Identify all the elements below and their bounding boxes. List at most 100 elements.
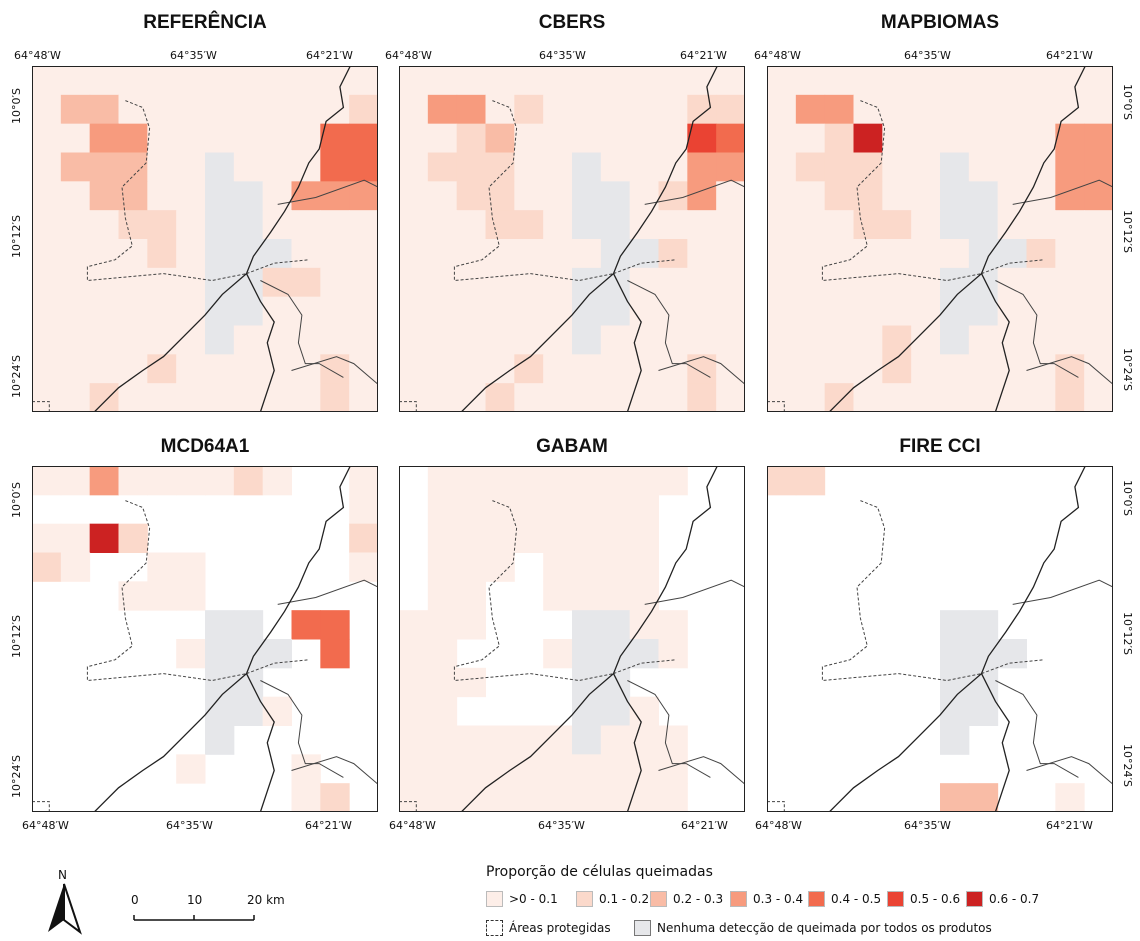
- burn-proportion-cell: [629, 267, 659, 298]
- burn-proportion-cell: [456, 725, 486, 755]
- burn-proportion-cell: [147, 296, 177, 326]
- burn-proportion-cell: [572, 466, 602, 496]
- burn-proportion-cell: [427, 181, 458, 211]
- burn-proportion-cell: [940, 123, 970, 153]
- no-detection-cell: [205, 696, 235, 726]
- burn-proportion-cell: [824, 239, 854, 269]
- protected-area-boundary: [627, 280, 711, 378]
- no-detection-cell: [233, 639, 264, 669]
- burn-proportion-cell: [1084, 210, 1113, 240]
- burn-proportion-cell: [1026, 239, 1056, 269]
- burn-proportion-cell: [795, 66, 826, 96]
- burn-proportion-cell: [320, 296, 350, 326]
- lat-tick-left: 10°0′S: [10, 88, 23, 124]
- burn-proportion-cell: [205, 123, 235, 153]
- burn-proportion-cell: [427, 523, 458, 553]
- burn-proportion-cell: [940, 354, 970, 384]
- burn-proportion-cell: [658, 94, 688, 125]
- no-detection-cell: [572, 296, 602, 326]
- lon-tick-top: 64°35′W: [170, 49, 217, 62]
- burn-proportion-cell: [399, 696, 429, 726]
- burn-proportion-cell: [147, 325, 177, 355]
- no-detection-cell: [940, 610, 970, 640]
- burn-proportion-cell: [147, 210, 177, 240]
- burn-proportion-cell: [514, 494, 544, 525]
- burn-proportion-cell: [349, 181, 378, 211]
- burn-proportion-cell: [997, 383, 1027, 412]
- burn-proportion-cell: [349, 552, 378, 582]
- burn-proportion-cell: [176, 639, 206, 669]
- burn-proportion-cell: [147, 152, 177, 182]
- burn-proportion-cell: [600, 552, 631, 582]
- burn-proportion-cell: [320, 66, 350, 96]
- burn-proportion-cell: [968, 354, 999, 384]
- burn-proportion-cell: [349, 66, 378, 96]
- burn-proportion-cell: [1026, 152, 1056, 182]
- burn-proportion-cell: [349, 123, 378, 153]
- burn-proportion-cell: [658, 66, 688, 96]
- burn-proportion-cell: [824, 210, 854, 240]
- burn-proportion-cell: [1026, 325, 1056, 355]
- burn-proportion-cell: [427, 354, 458, 384]
- burn-proportion-cell: [60, 354, 91, 384]
- protected-area-boundary: [453, 100, 614, 282]
- burn-proportion-cell: [543, 494, 573, 525]
- no-detection-cell: [968, 181, 999, 211]
- burn-proportion-cell: [543, 725, 573, 755]
- burn-proportion-cell: [911, 239, 941, 269]
- burn-proportion-cell: [262, 94, 292, 125]
- burn-proportion-cell: [118, 66, 148, 96]
- burn-proportion-cell: [968, 123, 999, 153]
- burn-proportion-cell: [176, 123, 206, 153]
- burn-proportion-cell: [543, 94, 573, 125]
- burn-proportion-cell: [456, 296, 486, 326]
- burn-proportion-cell: [600, 494, 631, 525]
- no-detection-cell: [205, 725, 235, 755]
- river-line: [245, 673, 275, 812]
- no-detection-cell: [572, 267, 602, 298]
- burn-proportion-cell: [658, 267, 688, 298]
- no-detection-cell: [600, 696, 631, 726]
- lon-tick-top: 64°21′W: [306, 49, 353, 62]
- map-frame: [767, 66, 1113, 412]
- burn-proportion-cell: [629, 552, 659, 582]
- burn-proportion-cell: [572, 581, 602, 611]
- burn-proportion-cell: [572, 354, 602, 384]
- burn-proportion-cell: [514, 783, 544, 812]
- burn-proportion-cell: [543, 783, 573, 812]
- protected-area-boundary: [86, 100, 247, 282]
- protected-area-swatch: [486, 920, 503, 936]
- burn-proportion-cell: [147, 354, 177, 384]
- map-frame: [399, 466, 745, 812]
- burn-proportion-cell: [940, 383, 970, 412]
- lon-tick-bottom: 64°35′W: [904, 819, 951, 832]
- burn-proportion-cell: [349, 152, 378, 182]
- burn-proportion-cell: [291, 783, 321, 812]
- burn-proportion-cell: [600, 123, 631, 153]
- burn-proportion-cell: [456, 210, 486, 240]
- burn-proportion-cell: [89, 66, 119, 96]
- burn-proportion-cell: [399, 210, 429, 240]
- burn-proportion-cell: [485, 354, 515, 384]
- burn-proportion-cell: [233, 123, 264, 153]
- burn-proportion-cell: [60, 325, 91, 355]
- protected-area-boundary: [246, 259, 309, 275]
- burn-proportion-cell: [911, 66, 941, 96]
- burn-proportion-cell: [543, 210, 573, 240]
- burn-proportion-cell: [1026, 267, 1056, 298]
- burn-proportion-cell: [1026, 296, 1056, 326]
- burn-proportion-cell: [629, 210, 659, 240]
- burn-proportion-cell: [716, 94, 745, 125]
- burn-proportion-cell: [147, 581, 177, 611]
- burn-proportion-cell: [456, 123, 486, 153]
- burn-proportion-cell: [205, 466, 235, 496]
- burn-proportion-cell: [118, 152, 148, 182]
- burn-proportion-cell: [600, 383, 631, 412]
- protected-area-boundary: [399, 401, 417, 412]
- river-line: [612, 673, 642, 812]
- burn-proportion-cell: [349, 523, 378, 553]
- burn-proportion-cell: [1055, 325, 1085, 355]
- lon-tick-bottom: 64°21′W: [305, 819, 352, 832]
- burn-proportion-cell: [205, 383, 235, 412]
- burn-proportion-cell: [824, 383, 854, 412]
